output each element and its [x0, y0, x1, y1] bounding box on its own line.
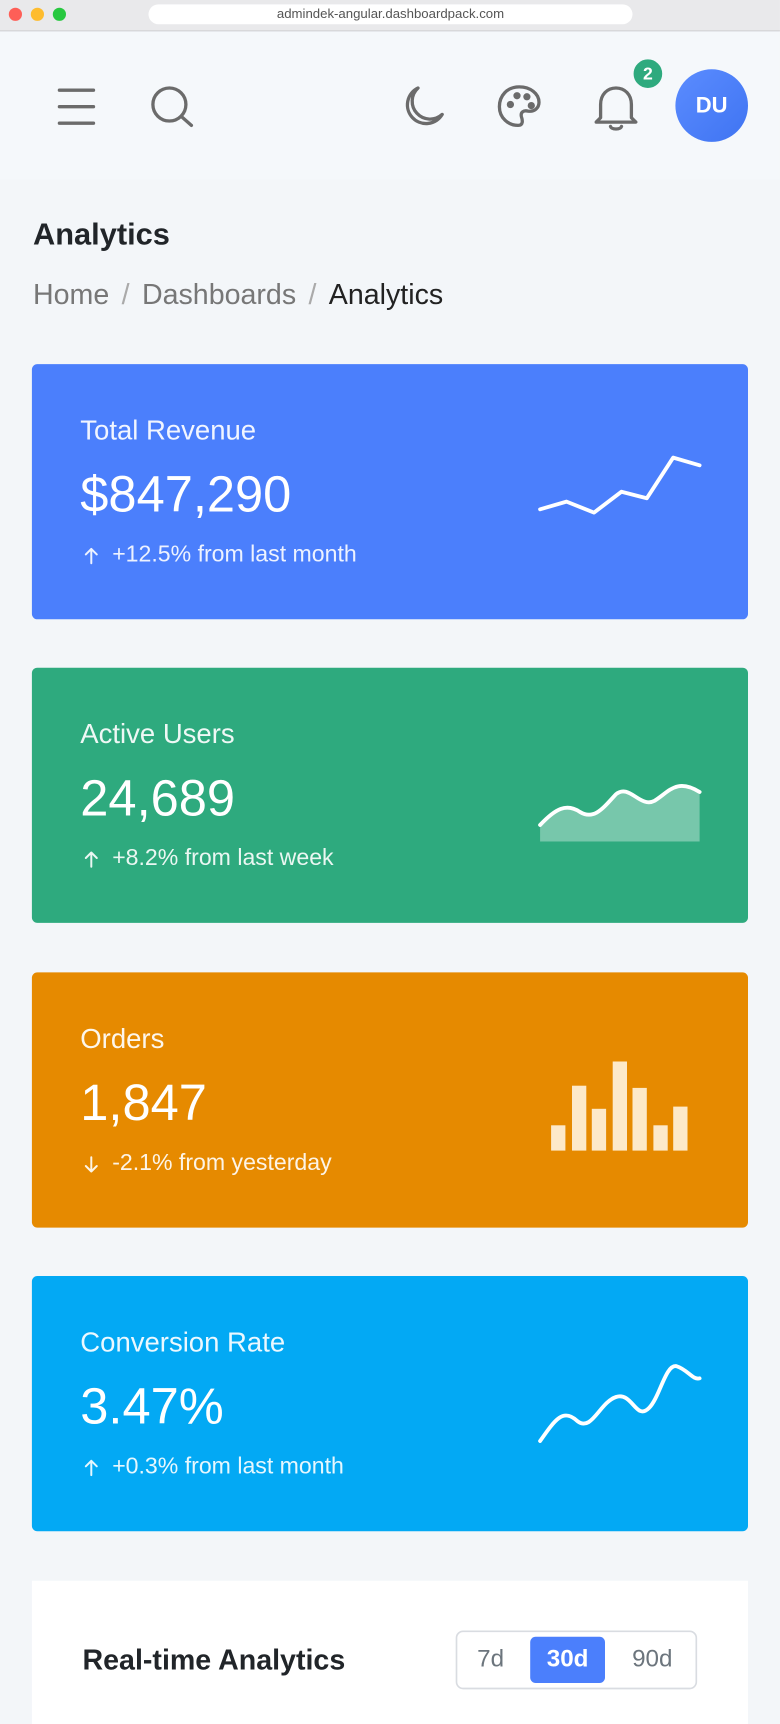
url: admindek-angular.dashboardpack.com [277, 6, 504, 21]
card-background [31, 364, 748, 620]
theme-toggle[interactable] [405, 86, 444, 126]
panel-title: Real-time Analytics [83, 1645, 346, 1677]
trend-up-icon [84, 547, 98, 565]
trend-down-icon [84, 1156, 98, 1173]
sparkline-area [540, 785, 700, 842]
search-button[interactable] [151, 86, 194, 128]
header [0, 31, 780, 180]
page-title: Analytics [33, 217, 170, 252]
breadcrumb-current: Analytics [329, 278, 443, 310]
close-button[interactable] [8, 7, 22, 21]
breadcrumb-separator: / [308, 278, 316, 310]
range-button[interactable]: 7d [477, 1645, 504, 1672]
breadcrumb-separator: / [122, 278, 130, 310]
card-background [31, 972, 748, 1228]
card-change: +8.2% from last week [112, 844, 334, 870]
notification-count: 2 [643, 63, 653, 83]
sparkbars [551, 1061, 688, 1151]
stat-card: Active Users 24,689 +8.2% from last week [31, 667, 748, 923]
range-button[interactable]: 90d [632, 1645, 672, 1672]
avatar[interactable] [675, 69, 748, 142]
stat-card: Orders 1,847 -2.1% from yesterday [31, 972, 748, 1228]
range-buttons: 7d 30d 90d [477, 1636, 672, 1683]
card-change: +0.3% from last month [112, 1453, 344, 1479]
stat-card: Total Revenue $847,290 +12.5% from last … [31, 364, 748, 620]
card-value: 1,847 [80, 1074, 207, 1131]
sparkline [538, 455, 702, 515]
notifications-button[interactable] [594, 86, 638, 131]
sparkline [538, 784, 702, 827]
trend-up-icon [84, 1459, 98, 1477]
trend-up-icon [84, 851, 98, 868]
card-title: Orders [80, 1023, 164, 1054]
card-background [31, 1276, 748, 1532]
card-value: 24,689 [80, 769, 235, 826]
notification-badge [631, 57, 665, 91]
range-button[interactable]: 30d [547, 1645, 589, 1672]
sparkline [538, 1364, 702, 1443]
palette-button[interactable] [497, 85, 541, 128]
card-change: +12.5% from last month [112, 541, 357, 567]
card-background [31, 667, 748, 923]
range-button-active[interactable] [530, 1636, 605, 1683]
zoom-button[interactable] [52, 7, 66, 21]
stat-card: Conversion Rate 3.47% +0.3% from last mo… [31, 1276, 748, 1532]
card-value: 3.47% [80, 1378, 223, 1435]
breadcrumb: Home / Dashboards / Analytics [33, 278, 443, 310]
breadcrumb-link[interactable]: Dashboards [142, 278, 296, 310]
avatar-initials: DU [696, 93, 728, 118]
breadcrumb-link[interactable]: Home [33, 278, 109, 310]
card-value: $847,290 [80, 466, 291, 523]
card-title: Conversion Rate [80, 1326, 285, 1357]
card-title: Total Revenue [80, 415, 256, 446]
minimize-button[interactable] [30, 7, 44, 21]
card-title: Active Users [80, 718, 234, 749]
menu-button[interactable] [57, 88, 96, 125]
card-change: -2.1% from yesterday [112, 1149, 332, 1175]
url-bar[interactable] [148, 4, 633, 25]
